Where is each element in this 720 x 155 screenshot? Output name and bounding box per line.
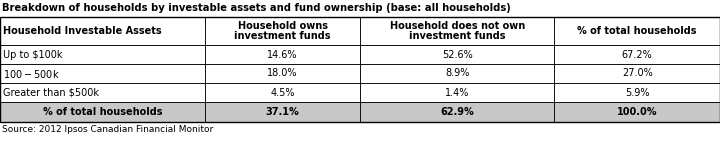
Bar [360,45,554,64]
Bar [360,102,554,122]
Text: 100.0%: 100.0% [617,107,657,117]
Bar [360,17,554,45]
Text: Household does not own
investment funds: Household does not own investment funds [390,21,525,41]
Text: 4.5%: 4.5% [270,88,295,97]
Bar [205,17,360,45]
Bar [205,83,360,102]
Bar [554,102,720,122]
Text: Up to $100k: Up to $100k [3,49,63,60]
Bar [0,102,205,122]
Bar [0,102,205,122]
Bar [554,17,720,45]
Text: Breakdown of households by investable assets and fund ownership (base: all house: Breakdown of households by investable as… [2,3,510,13]
Bar [360,83,554,102]
Text: 8.9%: 8.9% [445,69,469,78]
Bar [360,45,554,64]
Text: 1.4%: 1.4% [445,88,469,97]
Bar [554,64,720,83]
Text: % of total households: % of total households [577,26,697,36]
Text: Greater than $500k: Greater than $500k [3,88,99,97]
Text: 62.9%: 62.9% [441,107,474,117]
Bar [554,17,720,45]
Bar [360,17,554,45]
Text: Source: 2012 Ipsos Canadian Financial Monitor: Source: 2012 Ipsos Canadian Financial Mo… [2,125,213,134]
Bar [205,102,360,122]
Bar [205,45,360,64]
Text: % of total households: % of total households [43,107,162,117]
Text: $100 - $500k: $100 - $500k [3,67,60,80]
Bar [205,102,360,122]
Bar [360,83,554,102]
Text: 14.6%: 14.6% [267,49,298,60]
Bar [205,83,360,102]
Bar [0,64,205,83]
Text: 52.6%: 52.6% [442,49,472,60]
Text: Household Investable Assets: Household Investable Assets [3,26,161,36]
Bar [205,17,360,45]
Bar [0,17,720,122]
Bar [0,45,205,64]
Bar [554,45,720,64]
Bar [554,83,720,102]
Bar [0,17,205,45]
Text: 27.0%: 27.0% [622,69,652,78]
Text: 67.2%: 67.2% [622,49,652,60]
Bar [554,83,720,102]
Bar [0,83,205,102]
Text: 5.9%: 5.9% [625,88,649,97]
Bar [0,45,205,64]
Bar [554,102,720,122]
Bar [205,64,360,83]
Bar [0,17,205,45]
Text: 37.1%: 37.1% [266,107,300,117]
Bar [205,45,360,64]
Bar [360,64,554,83]
Text: Household owns
investment funds: Household owns investment funds [234,21,331,41]
Bar [360,64,554,83]
Bar [0,64,205,83]
Bar [205,64,360,83]
Bar [554,45,720,64]
Bar [360,102,554,122]
Text: 18.0%: 18.0% [267,69,298,78]
Bar [554,64,720,83]
Bar [0,83,205,102]
